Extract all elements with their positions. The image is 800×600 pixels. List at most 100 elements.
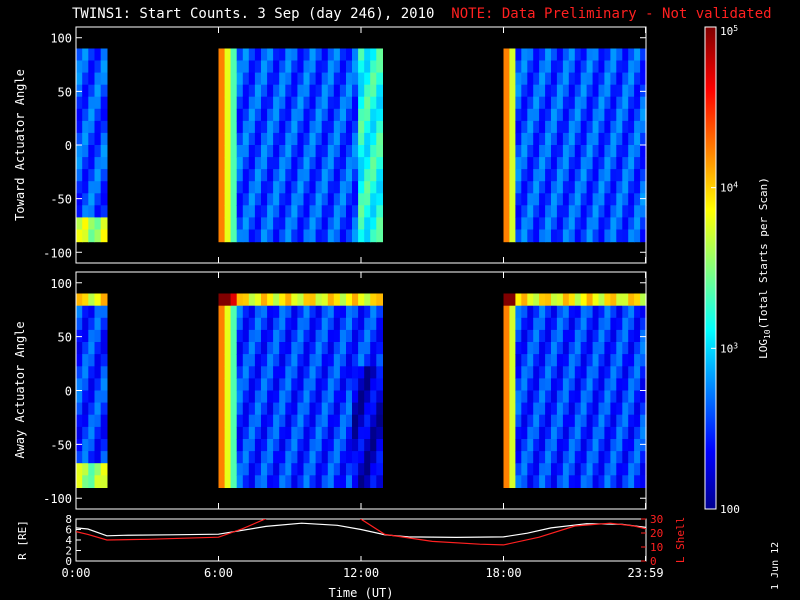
toward-heatmap-cell [218,108,226,122]
toward-heatmap-cell [333,48,341,62]
toward-heatmap-cell [230,96,238,110]
away-heatmap-cell [586,354,594,367]
toward-heatmap-cell [364,108,371,122]
toward-heatmap-cell [303,84,311,98]
toward-heatmap-cell [509,157,516,170]
toward-heatmap-cell [236,84,244,98]
toward-heatmap-cell [230,157,238,170]
toward-heatmap-cell [634,217,641,231]
toward-heatmap-cell [515,108,522,122]
away-heatmap-cell [634,439,641,452]
away-heatmap-cell [279,378,286,392]
toward-heatmap-cell [279,132,286,146]
away-heatmap-cell [503,366,510,379]
toward-heatmap-cell [634,193,641,206]
toward-heatmap-cell [586,132,594,146]
away-heatmap-cell [586,317,594,331]
away-heatmap-cell [279,354,286,367]
away-heatmap-cell [551,329,558,343]
away-heatmap-cell [568,305,576,319]
away-heatmap-cell [586,329,594,343]
toward-heatmap-cell [94,205,102,218]
away-heatmap-cell [248,402,256,416]
toward-heatmap-cell [551,72,558,86]
toward-heatmap-cell [610,84,617,98]
away-heatmap-cell [598,390,605,404]
away-heatmap-cell [261,293,268,307]
toward-heatmap-cell [574,145,582,158]
toward-heatmap-cell [248,169,256,182]
away-heatmap-cell [291,451,298,464]
away-heatmap-cell [82,475,89,488]
away-heatmap-cell [628,402,635,416]
toward-heatmap-cell [218,60,226,74]
away-heatmap-cell [285,426,292,440]
away-heatmap-cell [273,366,280,379]
away-heatmap-cell [376,390,383,404]
away-heatmap-cell [604,342,611,355]
toward-heatmap-cell [364,120,371,134]
away-heatmap-cell [574,463,582,476]
away-heatmap-cell [315,329,323,343]
away-heatmap-cell [100,366,108,379]
away-heatmap-cell [261,414,268,428]
toward-heatmap-cell [309,60,317,74]
away-heatmap-cell [267,305,274,319]
away-heatmap-cell [622,426,629,440]
away-heatmap-cell [285,439,292,452]
toward-heatmap-cell [82,132,89,146]
toward-heatmap-cell [303,193,311,206]
toward-heatmap-cell [556,72,564,86]
away-heatmap-cell [533,390,540,404]
toward-heatmap-cell [521,181,528,194]
toward-heatmap-cell [218,157,226,170]
away-heatmap-cell [333,342,341,355]
toward-heatmap-cell [297,193,305,206]
toward-heatmap-cell [82,169,89,182]
toward-heatmap-cell [604,205,611,218]
toward-heatmap-cell [333,193,341,206]
away-heatmap-cell [321,305,329,319]
away-heatmap-cell [562,366,570,379]
toward-heatmap-cell [248,132,256,146]
away-heatmap-cell [94,475,102,488]
toward-heatmap-cell [100,181,108,194]
away-heatmap-cell [610,342,617,355]
toward-heatmap-cell [261,60,268,74]
away-heatmap-cell [291,475,298,488]
away-heatmap-cell [88,414,96,428]
toward-heatmap-cell [218,229,226,243]
away-heatmap-cell [562,414,570,428]
toward-heatmap-cell [76,169,83,182]
away-heatmap-cell [327,329,335,343]
away-heatmap-cell [261,329,268,343]
away-heatmap-cell [521,293,528,307]
toward-heatmap-cell [616,48,623,62]
toward-heatmap-cell [562,169,570,182]
away-heatmap-cell [279,305,286,319]
toward-heatmap-cell [321,96,329,110]
toward-heatmap-cell [533,120,540,134]
away-heatmap-cell [236,366,244,379]
away-heatmap-cell [303,463,311,476]
toward-heatmap-cell [521,169,528,182]
toward-heatmap-cell [592,48,600,62]
toward-heatmap-cell [273,132,280,146]
away-heatmap-cell [586,390,594,404]
away-heatmap-cell [254,426,262,440]
away-heatmap-cell [76,354,83,367]
away-heatmap-cell [297,342,305,355]
toward-heatmap-cell [279,48,286,62]
toward-heatmap-cell [598,48,605,62]
away-heatmap-cell [76,426,83,440]
toward-heatmap-cell [82,229,89,243]
toward-heatmap-cell [592,108,600,122]
away-heatmap-cell [267,475,274,488]
toward-heatmap-cell [562,108,570,122]
away-heatmap-cell [242,402,250,416]
away-heatmap-cell [604,414,611,428]
toward-heatmap-cell [604,181,611,194]
toward-heatmap-cell [236,132,244,146]
away-heatmap-cell [309,317,317,331]
toward-heatmap-cell [315,157,323,170]
